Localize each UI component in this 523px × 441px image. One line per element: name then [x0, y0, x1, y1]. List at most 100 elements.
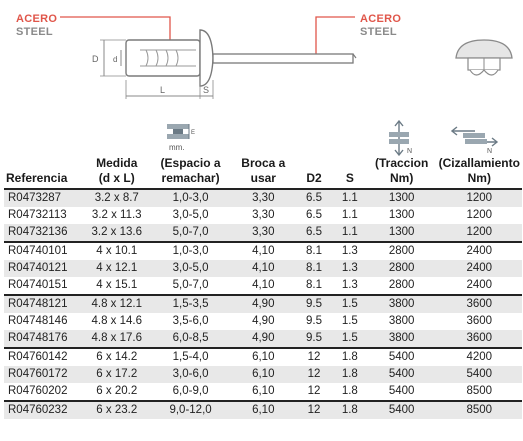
- cell-cizallamiento: 3600: [436, 330, 522, 348]
- header-cizallamiento: (Cizallamiento Nm): [436, 156, 522, 190]
- cell-traccion: 5400: [366, 400, 437, 419]
- cell-medida: 3.2 x 11.3: [83, 207, 150, 224]
- dim-label-S: S: [203, 85, 209, 95]
- cell-medida: 3.2 x 8.7: [83, 189, 150, 207]
- cell-traccion: 3800: [366, 294, 437, 313]
- table-row: R04732136 3.2 x 13.6 5,0-7,0 3,30 6.5 1.1 1300…: [4, 224, 522, 242]
- grip-range-icon: E mm.: [167, 124, 195, 152]
- cell-s: 1.1: [332, 207, 367, 224]
- cell-broca: 4,10: [231, 241, 296, 260]
- cell-broca: 4,90: [231, 294, 296, 313]
- cell-cizallamiento: 1200: [436, 207, 522, 224]
- cell-referencia: R04732136: [4, 224, 84, 242]
- cell-d2: 9.5: [295, 294, 333, 313]
- table-header-row: Referencia Medida (d x L) (Espacio a remac…: [4, 156, 522, 190]
- table-row: R04740101 4 x 10.1 1,0-3,0 4,10 8.1 1.3 2800 24…: [4, 241, 522, 260]
- cell-cizallamiento: 2400: [436, 277, 522, 295]
- cell-traccion: 3800: [366, 313, 437, 330]
- cell-medida: 4 x 10.1: [83, 241, 150, 260]
- cell-referencia: R04748176: [4, 330, 84, 348]
- shear-strength-icon: N: [451, 126, 499, 155]
- svg-text:E: E: [191, 130, 195, 136]
- table-row: R04760202 6 x 20.2 6,0-9,0 6,10 12 1.8 5400 850…: [4, 383, 522, 401]
- cell-referencia: R04760202: [4, 383, 84, 401]
- cell-s: 1.3: [332, 277, 367, 295]
- cell-d2: 12: [295, 400, 333, 419]
- table-row: R04760142 6 x 14.2 1,5-4,0 6,10 12 1.8 5400 420…: [4, 347, 522, 366]
- cell-referencia: R04732113: [4, 207, 84, 224]
- cell-broca: 3,30: [231, 189, 296, 207]
- table-row: R04748121 4.8 x 12.1 1,5-3,5 4,90 9.5 1.5 3800…: [4, 294, 522, 313]
- cell-cizallamiento: 2400: [436, 260, 522, 277]
- cell-broca: 4,10: [231, 277, 296, 295]
- dim-label-L: L: [160, 85, 165, 95]
- cell-medida: 6 x 20.2: [83, 383, 150, 401]
- callout-line1: ACERO: [16, 13, 58, 25]
- header-d2: D2: [295, 156, 333, 190]
- cell-traccion: 3800: [366, 330, 437, 348]
- cell-s: 1.5: [332, 294, 367, 313]
- cell-cizallamiento: 8500: [436, 383, 522, 401]
- mandrel-material-callout: ACERO STEEL: [360, 13, 401, 39]
- tensile-strength-icon: N: [389, 120, 412, 156]
- cell-broca: 4,10: [231, 260, 296, 277]
- cell-d2: 8.1: [295, 260, 333, 277]
- cell-referencia: R04740121: [4, 260, 84, 277]
- table-row: R04748146 4.8 x 14.6 3,5-6,0 4,90 9.5 1.5 3800…: [4, 313, 522, 330]
- cell-espacio: 9,0-12,0: [149, 400, 232, 419]
- table-row: R04732113 3.2 x 11.3 3,0-5,0 3,30 6.5 1.1 1300…: [4, 207, 522, 224]
- cell-medida: 3.2 x 13.6: [83, 224, 150, 242]
- cell-cizallamiento: 4200: [436, 347, 522, 366]
- cell-espacio: 3,5-6,0: [149, 313, 232, 330]
- cell-broca: 6,10: [231, 366, 296, 383]
- rivet-cross-section-diagram: D d L S: [60, 16, 513, 99]
- cell-traccion: 1300: [366, 224, 437, 242]
- cell-d2: 6.5: [295, 207, 333, 224]
- cell-s: 1.8: [332, 400, 367, 419]
- cell-cizallamiento: 1200: [436, 189, 522, 207]
- cell-d2: 9.5: [295, 330, 333, 348]
- cell-traccion: 2800: [366, 260, 437, 277]
- cell-traccion: 1300: [366, 207, 437, 224]
- cell-referencia: R04760142: [4, 347, 84, 366]
- cell-traccion: 5400: [366, 347, 437, 366]
- table-row: R0473287 3.2 x 8.7 1,0-3,0 3,30 6.5 1.1 1300 12…: [4, 189, 522, 207]
- header-espacio: (Espacio a remachar): [149, 156, 232, 190]
- cell-cizallamiento: 3600: [436, 313, 522, 330]
- rivet-spec-table: Referencia Medida (d x L) (Espacio a remac…: [4, 156, 522, 419]
- dim-label-D: D: [92, 54, 99, 64]
- body-material-callout: ACERO STEEL: [16, 13, 57, 39]
- cell-d2: 12: [295, 383, 333, 401]
- cell-referencia: R04740101: [4, 241, 84, 260]
- cell-medida: 4.8 x 17.6: [83, 330, 150, 348]
- cell-cizallamiento: 5400: [436, 366, 522, 383]
- cell-s: 1.5: [332, 330, 367, 348]
- cell-traccion: 1300: [366, 189, 437, 207]
- cell-medida: 6 x 14.2: [83, 347, 150, 366]
- header-traccion: (Traccion Nm): [366, 156, 437, 190]
- cell-referencia: R04760232: [4, 400, 84, 419]
- cell-espacio: 3,0-5,0: [149, 207, 232, 224]
- header-s: S: [332, 156, 367, 190]
- table-row: R04760172 6 x 17.2 3,0-6,0 6,10 12 1.8 5400 540…: [4, 366, 522, 383]
- rivet-head: [199, 29, 214, 87]
- cell-s: 1.8: [332, 383, 367, 401]
- cell-traccion: 2800: [366, 277, 437, 295]
- cell-espacio: 6,0-8,5: [149, 330, 232, 348]
- cell-traccion: 5400: [366, 383, 437, 401]
- cell-d2: 9.5: [295, 313, 333, 330]
- table-row: R04748176 4.8 x 17.6 6,0-8,5 4,90 9.5 1.5 3800…: [4, 330, 522, 348]
- cell-d2: 8.1: [295, 277, 333, 295]
- cell-medida: 6 x 23.2: [83, 400, 150, 419]
- cell-cizallamiento: 1200: [436, 224, 522, 242]
- cell-medida: 4 x 15.1: [83, 277, 150, 295]
- cell-referencia: R04748121: [4, 294, 84, 313]
- callout-line1: ACERO: [360, 13, 402, 25]
- header-medida: Medida (d x L): [83, 156, 150, 190]
- cell-d2: 6.5: [295, 189, 333, 207]
- dim-label-d: d: [113, 55, 117, 64]
- cell-d2: 8.1: [295, 241, 333, 260]
- cell-broca: 4,90: [231, 313, 296, 330]
- cell-s: 1.1: [332, 189, 367, 207]
- callout-line2: STEEL: [360, 26, 397, 38]
